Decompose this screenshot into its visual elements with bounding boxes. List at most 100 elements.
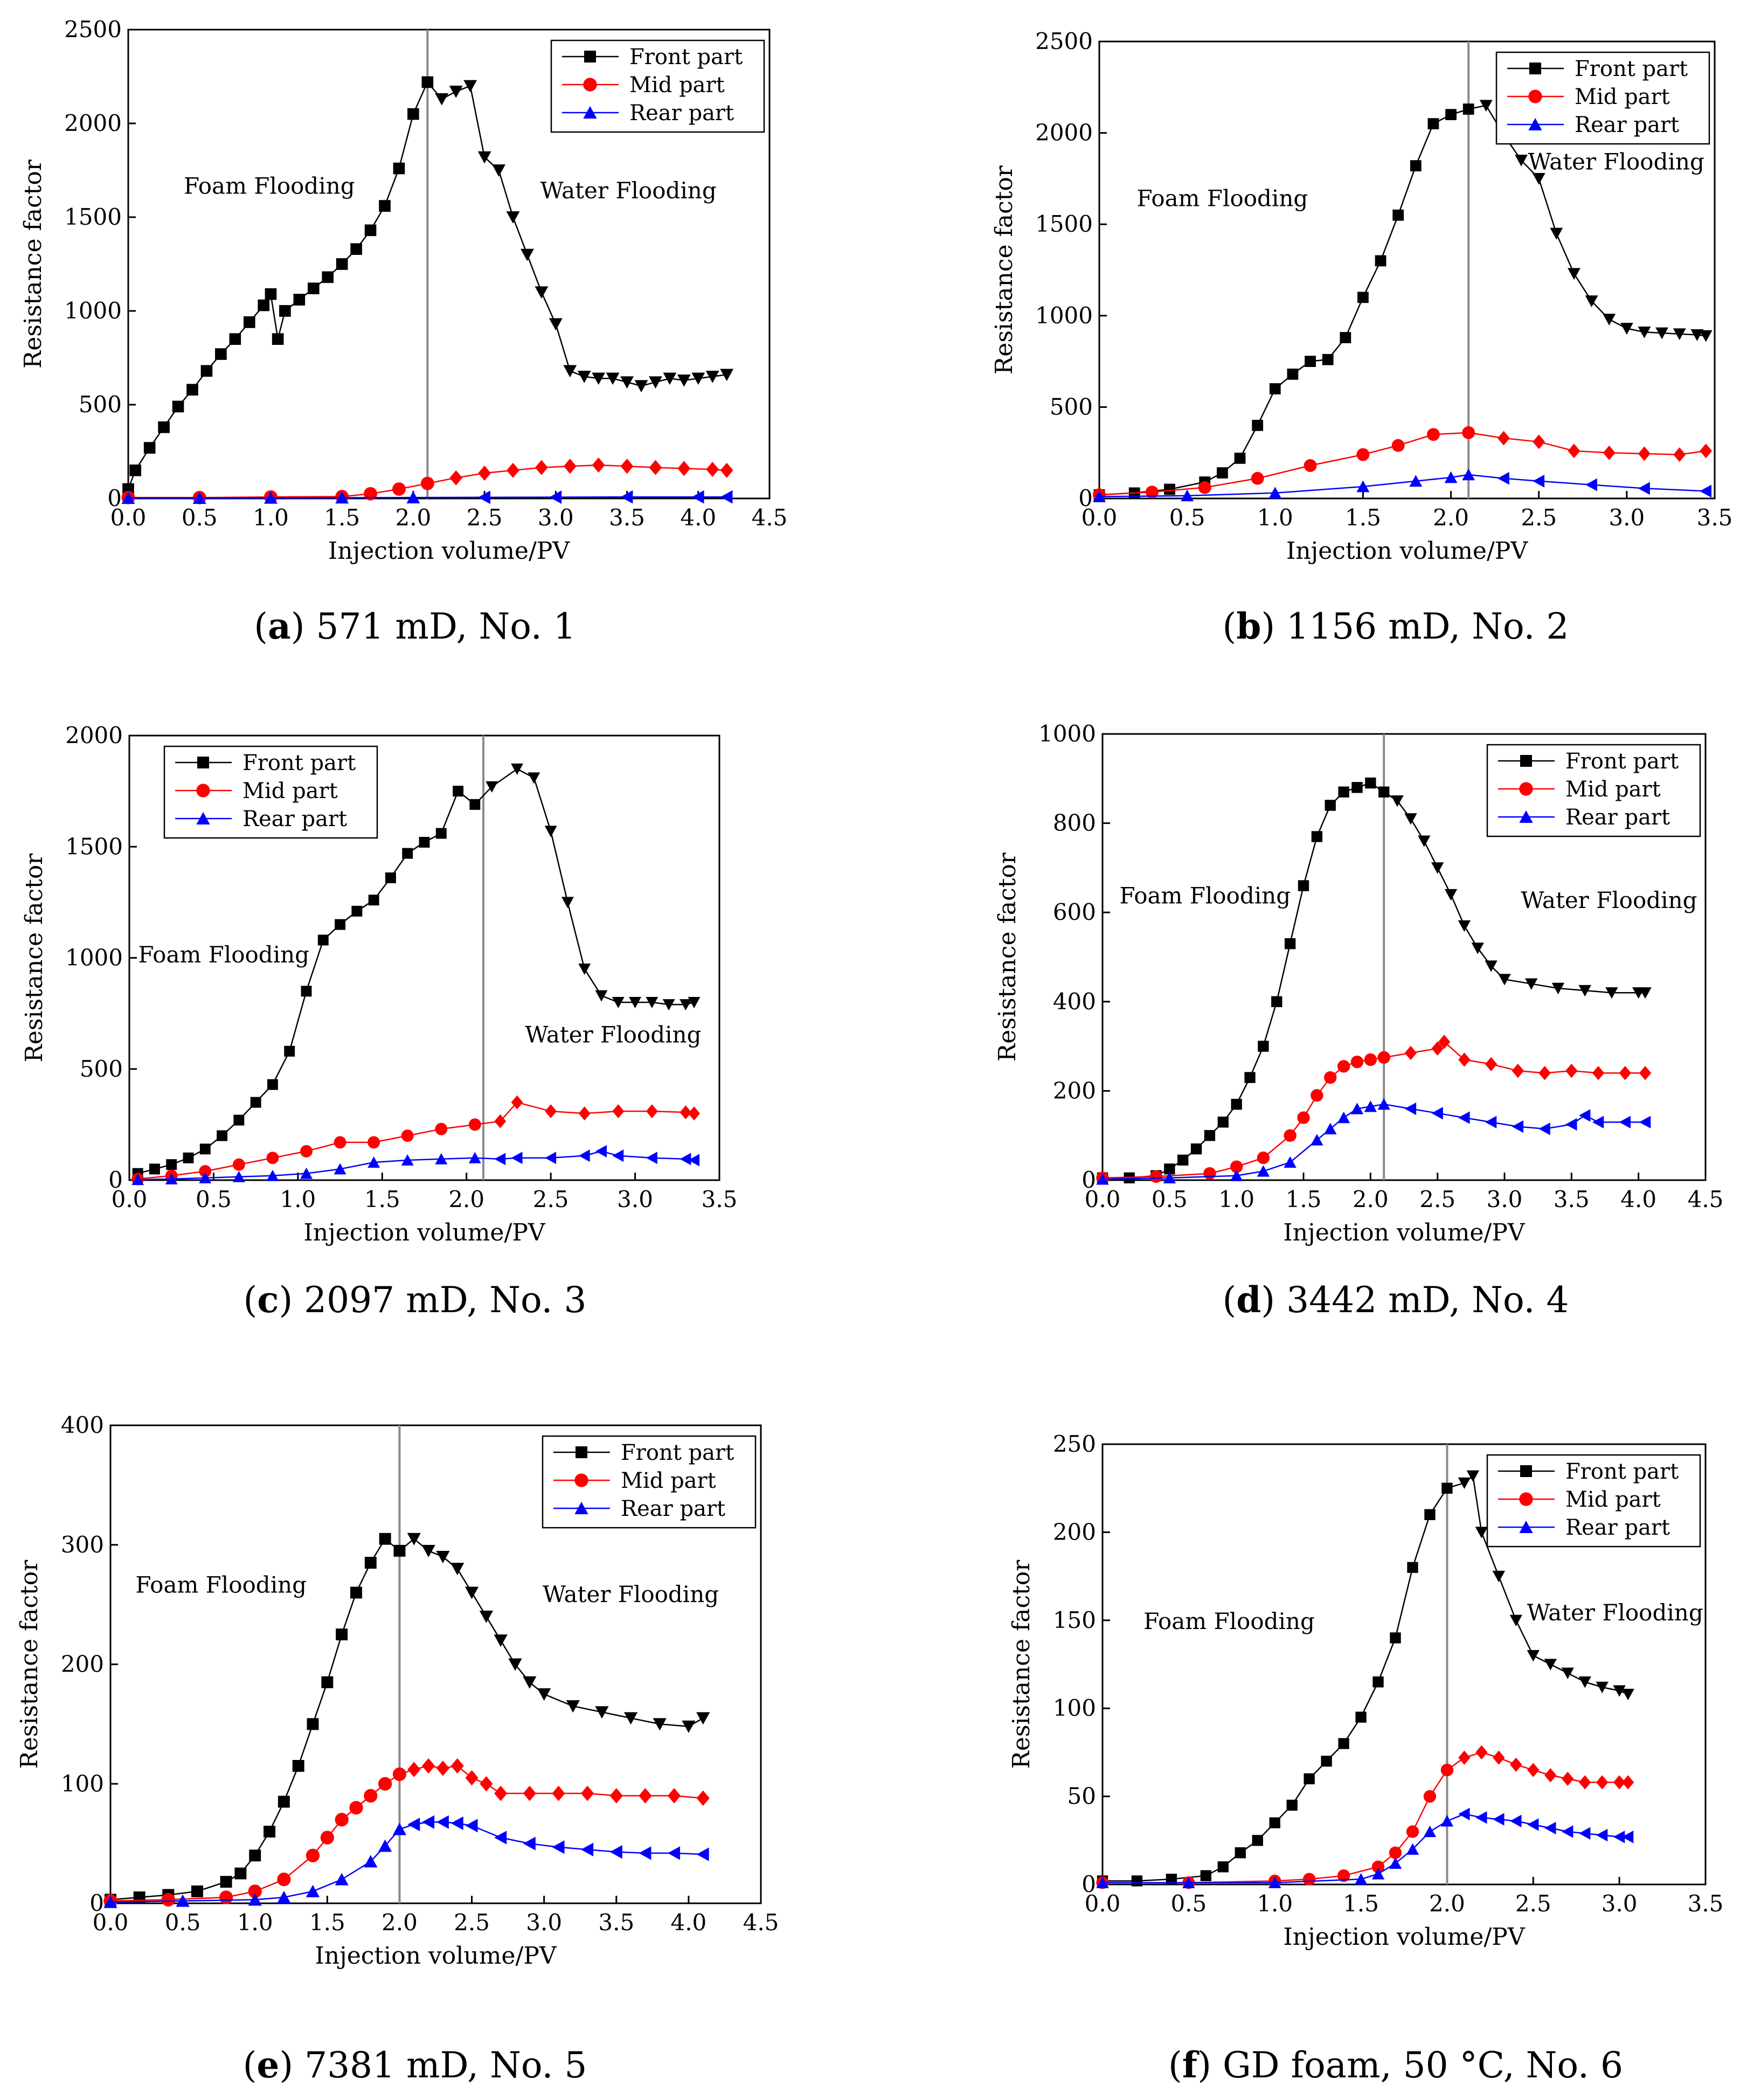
data-point: [217, 1130, 228, 1141]
data-point: [1458, 920, 1471, 932]
data-point: [449, 470, 463, 486]
data-point: [1440, 1763, 1454, 1777]
data-point: [620, 376, 634, 389]
y-axis-label: Resistance factor: [19, 159, 47, 369]
data-point: [1462, 426, 1475, 439]
data-point: [1338, 1738, 1349, 1749]
legend-marker: [1529, 63, 1541, 74]
data-point: [1550, 227, 1563, 240]
y-tick-label: 2000: [64, 110, 122, 136]
data-point: [1498, 974, 1511, 986]
series-mid-part: [103, 1758, 710, 1908]
x-tick-label: 3.0: [1487, 1186, 1523, 1212]
data-point: [279, 305, 291, 317]
x-tick-label: 0.0: [1082, 504, 1118, 531]
data-point: [1565, 1118, 1577, 1131]
data-point: [537, 1688, 551, 1701]
x-tick-label: 0.0: [112, 1186, 148, 1212]
data-point: [1418, 835, 1431, 847]
panel-title: GD foam, 50 °C, No. 6: [1223, 2044, 1623, 2086]
data-point: [1337, 1869, 1350, 1882]
data-point: [691, 372, 705, 385]
data-point: [1268, 487, 1282, 499]
data-point: [422, 1815, 435, 1829]
data-point: [1551, 982, 1565, 995]
legend-marker: [196, 812, 210, 824]
series-mid-part: [1096, 1035, 1652, 1184]
data-point: [1338, 786, 1349, 798]
data-point: [392, 482, 406, 496]
plot-frame: [1101, 733, 1707, 1181]
legend-marker: [1519, 782, 1533, 796]
data-point: [1619, 1066, 1631, 1080]
data-point: [1596, 1681, 1609, 1694]
data-point: [1527, 1818, 1539, 1831]
y-tick-label: 1000: [1038, 720, 1096, 747]
data-point: [321, 1676, 334, 1688]
legend-marker: [1520, 755, 1532, 767]
data-point: [1244, 1072, 1256, 1083]
data-point: [183, 1152, 194, 1163]
data-point: [161, 1893, 175, 1907]
data-point: [307, 1718, 319, 1730]
data-point: [266, 1152, 279, 1165]
data-point: [1284, 1129, 1297, 1142]
data-point: [350, 1586, 362, 1599]
data-point: [552, 1840, 565, 1854]
data-point: [1337, 1111, 1350, 1124]
data-point: [1462, 468, 1475, 481]
legend-label: Front part: [1565, 749, 1679, 774]
x-tick-label: 2.5: [1419, 1186, 1455, 1212]
data-point: [165, 1173, 178, 1184]
data-point: [1131, 1875, 1143, 1887]
data-point: [1389, 1846, 1402, 1859]
x-tick-label: 1.5: [1286, 1186, 1322, 1212]
data-point: [176, 1894, 190, 1907]
x-tick-label: 3.5: [702, 1186, 738, 1212]
data-point: [368, 895, 379, 906]
data-point: [406, 491, 420, 504]
data-point: [1638, 482, 1650, 495]
data-point: [306, 1848, 320, 1862]
data-point: [121, 491, 135, 504]
data-point: [1350, 1103, 1364, 1114]
legend-marker: [1519, 1492, 1533, 1506]
data-point: [667, 1846, 681, 1860]
data-point: [494, 1785, 508, 1801]
data-point: [453, 786, 464, 797]
data-point: [1271, 996, 1282, 1007]
x-tick-label: 3.5: [609, 504, 645, 531]
x-tick-label: 2.0: [1433, 504, 1469, 531]
legend-label: Rear part: [1575, 113, 1679, 137]
data-point: [1378, 786, 1390, 798]
data-point: [1217, 1861, 1229, 1873]
data-point: [506, 211, 520, 224]
y-axis-label: Resistance factor: [16, 1560, 43, 1769]
data-point: [1164, 483, 1175, 495]
data-point: [1498, 431, 1510, 446]
data-point: [1471, 942, 1484, 954]
data-point: [507, 462, 519, 478]
y-tick-label: 1000: [64, 297, 122, 324]
data-point: [1286, 1799, 1298, 1811]
data-point: [378, 1777, 392, 1791]
chart-panel-b: 0.0 0.5 1.0 1.5 2.0 2.5 3.0 3.5 0 500 1000 1500 2000…: [990, 28, 1732, 647]
data-point: [258, 299, 270, 311]
series-front-part: [122, 76, 734, 495]
data-point: [1438, 1035, 1451, 1049]
panel-caption: (c) 2097 mD, No. 3: [244, 1279, 587, 1321]
data-point: [1579, 1827, 1591, 1840]
series-rear-part: [1096, 1807, 1634, 1888]
data-point: [233, 1114, 245, 1126]
data-point: [364, 1789, 378, 1803]
data-point: [1475, 1527, 1488, 1538]
data-point: [469, 799, 481, 810]
data-point: [1252, 1835, 1263, 1846]
data-point: [677, 374, 691, 387]
data-point: [1304, 1773, 1315, 1785]
data-point: [166, 1159, 177, 1170]
panel-letter: b: [1236, 605, 1261, 647]
data-point: [450, 1816, 463, 1831]
data-point: [511, 1152, 523, 1165]
legend-label: Front part: [1575, 57, 1688, 81]
